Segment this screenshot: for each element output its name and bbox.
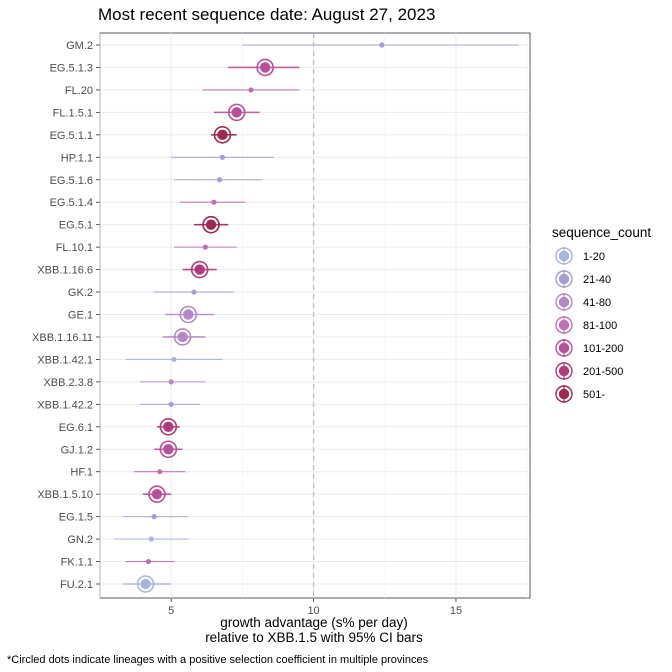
data-point xyxy=(171,356,177,363)
legend-key-ring xyxy=(555,270,573,288)
circled-ring xyxy=(190,260,209,279)
y-tick-label: GM.2 xyxy=(66,40,93,52)
data-point xyxy=(151,488,163,500)
legend-title: sequence_count xyxy=(552,225,651,240)
data-point xyxy=(151,514,157,520)
data-point xyxy=(168,379,174,385)
legend: sequence_count 1-20 21-40 41-80 81-100 101-2… xyxy=(552,225,651,403)
x-tick-labels: 5 10 15 xyxy=(168,598,462,617)
points xyxy=(136,42,385,593)
circled-ring xyxy=(159,440,178,459)
y-tick-label: XBB.1.5.10 xyxy=(37,489,93,501)
legend-key-ring xyxy=(555,293,573,311)
y-tick-label: EG.5.1.3 xyxy=(50,62,93,74)
data-point xyxy=(248,87,254,93)
y-tick-label: EG.5.1.1 xyxy=(50,130,93,142)
legend-label: 21-40 xyxy=(583,274,611,286)
circled-ring xyxy=(179,305,198,324)
legend-key-dot xyxy=(558,273,570,285)
y-tick-label: XBB.1.16.11 xyxy=(32,332,93,344)
legend-key-ring xyxy=(555,316,573,334)
y-tick-label: FK.1.1 xyxy=(61,557,93,569)
y-tick-label: EG.5.1.4 xyxy=(50,197,93,209)
legend-label: 81-100 xyxy=(583,320,617,332)
legend-key-dot xyxy=(558,342,570,354)
y-tick-label: EG.5.1 xyxy=(59,220,93,232)
y-tick-label: EG.5.1.6 xyxy=(50,175,93,187)
gridlines xyxy=(99,33,530,598)
circled-ring xyxy=(256,58,274,77)
data-point xyxy=(177,331,188,343)
legend-label: 101-200 xyxy=(583,343,623,355)
circled-ring xyxy=(148,485,166,503)
legend-label: 501- xyxy=(583,389,605,401)
x-axis-title-line2: relative to XBB.1.5 with 95% CI bars xyxy=(205,630,423,645)
data-point xyxy=(217,177,223,183)
data-point xyxy=(168,401,174,407)
data-point xyxy=(379,42,385,48)
y-tick-label: XBB.2.3.8 xyxy=(43,377,93,389)
circled-ring xyxy=(213,126,232,144)
legend-key-dot xyxy=(558,388,570,400)
legend-key-ring xyxy=(555,385,573,403)
data-point xyxy=(183,309,194,320)
y-tick-label: XBB.1.42.1 xyxy=(37,354,93,366)
y-tick-label: EG.6.1 xyxy=(59,422,93,434)
data-point xyxy=(148,536,154,542)
y-tick-label: GE.1 xyxy=(68,310,93,322)
data-point xyxy=(140,578,151,590)
y-tick-label: XBB.1.16.6 xyxy=(37,265,93,277)
y-tick-label: FL.10.1 xyxy=(56,242,93,254)
legend-label: 41-80 xyxy=(583,297,611,309)
data-point xyxy=(157,469,163,475)
y-tick-label: FU.2.1 xyxy=(60,579,93,591)
circled-ring xyxy=(159,417,178,436)
y-tick-labels: GM.2 EG.5.1.3 FL.20 FL.1.5.1 EG.5.1.1 HP.1.1 E… xyxy=(32,40,100,591)
x-tick-label: 10 xyxy=(307,605,319,617)
x-tick-label: 5 xyxy=(168,605,174,617)
circled-ring xyxy=(136,575,155,593)
y-tick-label: EG.1.5 xyxy=(59,512,93,524)
y-tick-label: XBB.1.42.2 xyxy=(37,399,93,411)
y-tick-label: GK.2 xyxy=(68,287,93,299)
x-tick-label: 15 xyxy=(450,605,462,617)
data-point xyxy=(211,199,217,205)
legend-key-dot xyxy=(558,250,570,262)
legend-key-dot xyxy=(558,365,570,377)
data-point xyxy=(259,62,271,73)
circled-ring xyxy=(227,103,246,122)
data-point xyxy=(163,444,174,455)
y-tick-label: HF.1 xyxy=(70,467,93,479)
data-point xyxy=(231,107,242,118)
legend-key-ring xyxy=(555,247,573,265)
data-point xyxy=(205,219,217,230)
circled-ring xyxy=(202,215,220,234)
data-point xyxy=(217,129,228,141)
data-point xyxy=(191,289,197,295)
y-tick-label: GJ.1.2 xyxy=(61,444,93,456)
legend-key-ring xyxy=(555,339,573,357)
x-axis-title-line1: growth advantage (s% per day) xyxy=(220,615,408,630)
data-point xyxy=(194,264,205,275)
legend-key-dot xyxy=(558,319,570,331)
y-tick-label: HP.1.1 xyxy=(61,152,93,164)
y-tick-label: GN.2 xyxy=(67,534,93,546)
chart-title: Most recent sequence date: August 27, 20… xyxy=(98,5,435,24)
y-tick-label: FL.20 xyxy=(65,85,93,97)
footnote: *Circled dots indicate lineages with a p… xyxy=(7,654,429,666)
y-tick-label: FL.1.5.1 xyxy=(53,107,93,119)
data-point xyxy=(202,244,208,250)
legend-key-dot xyxy=(558,296,570,308)
circled-ring xyxy=(173,328,192,346)
legend-label: 1-20 xyxy=(583,251,605,263)
data-point xyxy=(163,421,174,432)
data-point xyxy=(219,154,226,160)
data-point xyxy=(145,558,152,565)
legend-label: 201-500 xyxy=(583,366,623,378)
plot-panel xyxy=(99,32,531,599)
legend-key-ring xyxy=(555,362,573,380)
